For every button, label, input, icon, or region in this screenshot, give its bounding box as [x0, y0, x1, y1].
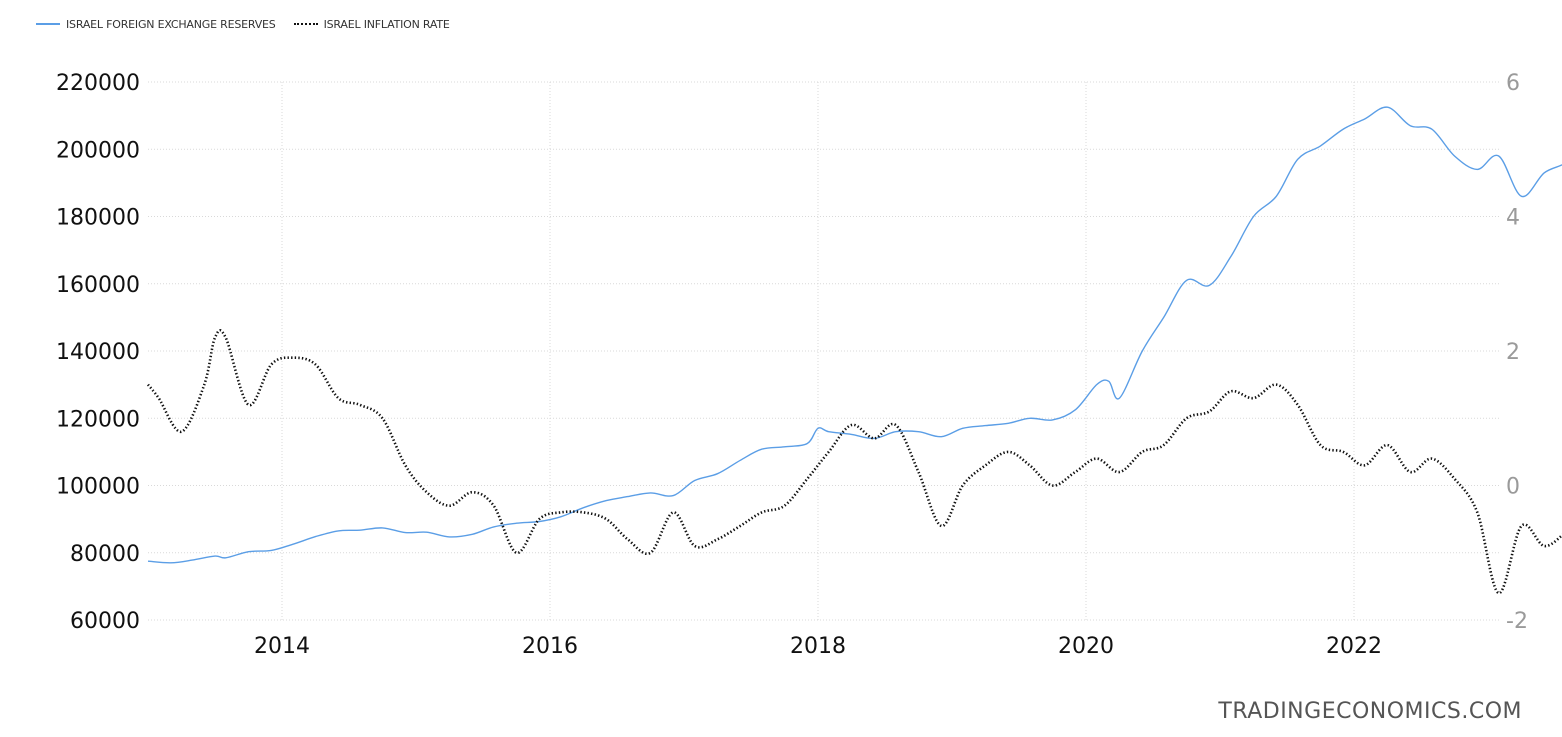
y-left-tick-label: 60000	[70, 609, 140, 634]
y-right-tick-label: 6	[1506, 71, 1520, 96]
chart-grid	[148, 81, 1500, 621]
y-left-tick-label: 140000	[56, 340, 140, 365]
legend-label-inflation: ISRAEL INFLATION RATE	[323, 17, 450, 31]
y-left-tick-label: 200000	[56, 138, 140, 163]
x-tick-label: 2016	[522, 634, 578, 659]
x-tick-label: 2020	[1058, 634, 1114, 659]
y-left-tick-label: 180000	[56, 206, 140, 231]
y-left-tick-label: 220000	[56, 71, 140, 96]
legend-swatch-reserves	[36, 23, 60, 25]
y-left-tick-label: 160000	[56, 273, 140, 298]
x-tick-label: 2014	[254, 634, 310, 659]
chart-legend: ISRAEL FOREIGN EXCHANGE RESERVES ISRAEL …	[36, 14, 450, 34]
series-line-inflation	[146, 329, 1562, 595]
legend-label-reserves: ISRAEL FOREIGN EXCHANGE RESERVES	[66, 17, 276, 31]
x-tick-label: 2018	[790, 634, 846, 659]
x-axis: 2014 2016 2018 2020 2022	[254, 634, 1382, 659]
series-line-reserves	[147, 106, 1562, 564]
legend-item-reserves[interactable]: ISRAEL FOREIGN EXCHANGE RESERVES	[36, 18, 276, 31]
y-left-tick-label: 120000	[56, 407, 140, 432]
x-tick-label: 2022	[1326, 634, 1382, 659]
watermark: TRADINGECONOMICS.COM	[1218, 699, 1522, 724]
y-right-tick-label: 4	[1506, 206, 1520, 231]
y-right-tick-label: 2	[1506, 340, 1520, 365]
y-right-tick-label: 0	[1506, 475, 1520, 500]
y-left-tick-label: 80000	[70, 542, 140, 567]
chart-series	[146, 106, 1562, 595]
y-left-tick-label: 100000	[56, 475, 140, 500]
y-axis-left: 60000 80000 100000 120000 140000 160000 180000…	[56, 71, 140, 634]
legend-swatch-inflation	[293, 23, 318, 25]
y-right-tick-label: -2	[1506, 609, 1528, 634]
legend-item-inflation[interactable]: ISRAEL INFLATION RATE	[293, 17, 450, 31]
y-axis-right: -2 0 2 4 6	[1506, 71, 1528, 634]
